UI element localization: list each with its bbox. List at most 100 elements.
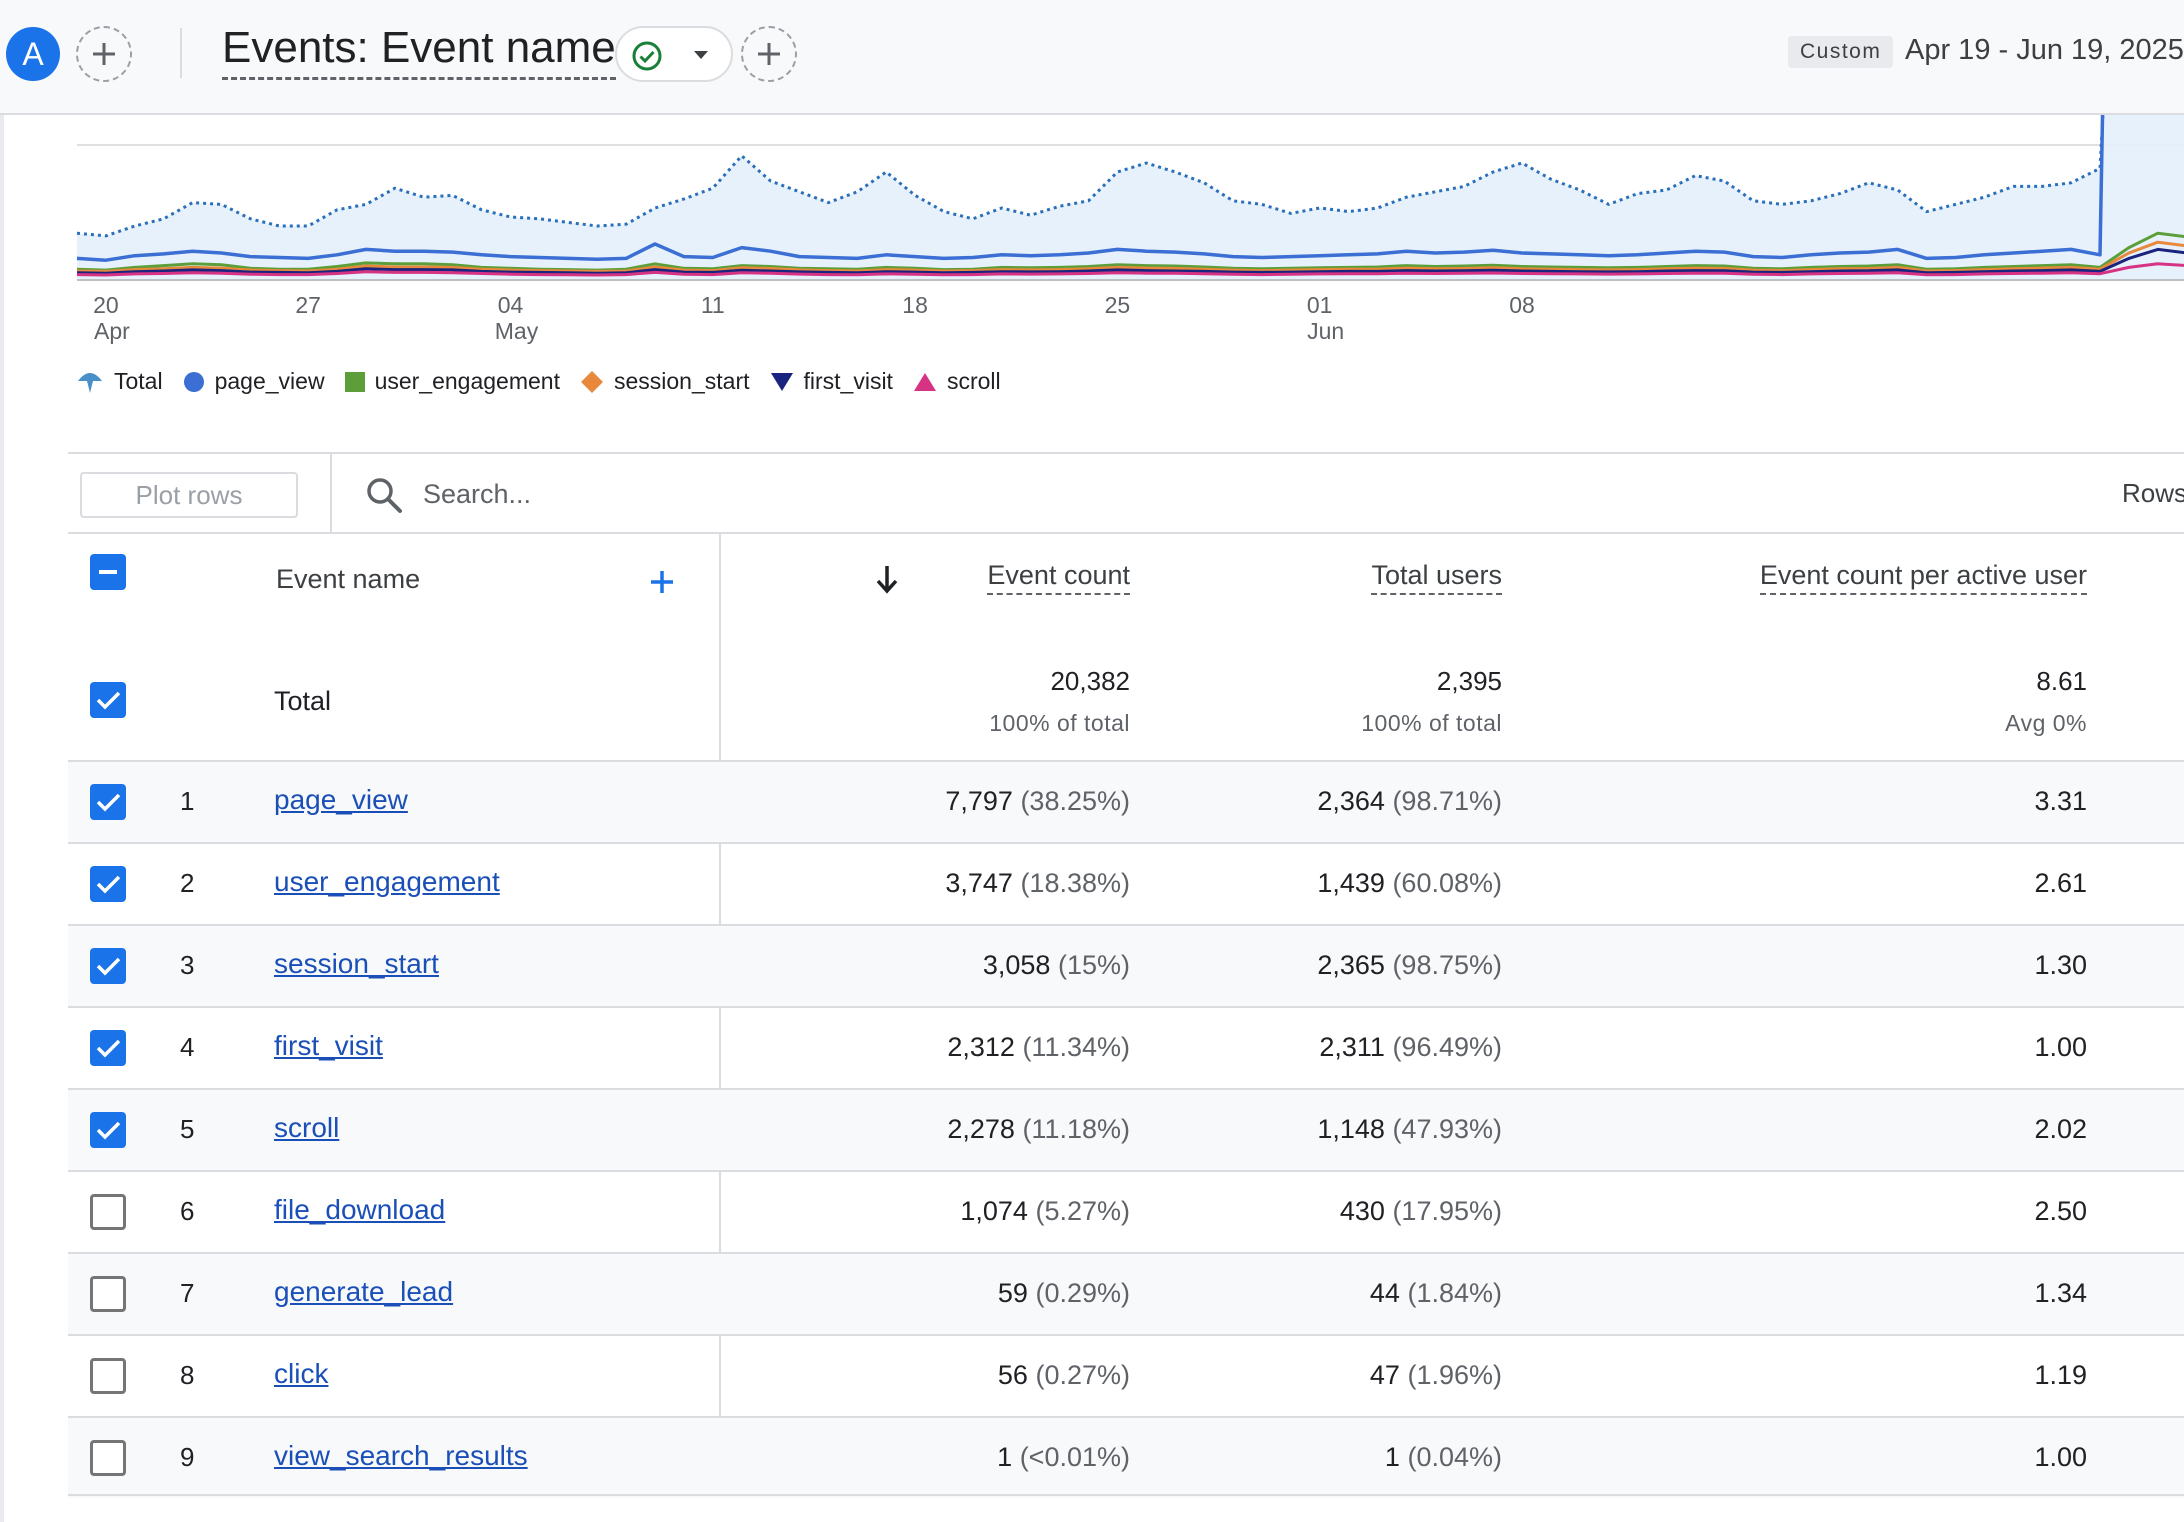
total-users-percent: (60.08%): [1392, 868, 1502, 898]
event-count-cell: 56 (0.27%): [998, 1360, 1130, 1391]
legend-item-user-engagement[interactable]: user_engagement: [344, 368, 560, 395]
date-preset-chip[interactable]: Custom: [1788, 36, 1894, 68]
total-users-value: 2,365: [1317, 950, 1385, 980]
add-comparison-button[interactable]: [76, 26, 132, 82]
total-users-share: 100% of total: [1361, 710, 1502, 736]
row-checkbox[interactable]: [90, 1112, 126, 1148]
column-header-event-count-per-user[interactable]: Event count per active user: [1759, 560, 2087, 595]
table-row[interactable]: 9 view_search_results 1 (<0.01%) 1 (0.04…: [68, 1416, 2184, 1498]
total-event-count: 20,382: [1050, 666, 1130, 696]
event-name-link[interactable]: scroll: [274, 1112, 340, 1143]
select-all-checkbox[interactable]: [90, 554, 126, 590]
legend-item-scroll[interactable]: scroll: [913, 368, 1001, 395]
event-name-link[interactable]: generate_lead: [274, 1276, 454, 1307]
per-user-cell: 2.50: [2034, 1196, 2087, 1226]
date-range[interactable]: Apr 19 - Jun 19, 2025: [1905, 34, 2184, 66]
column-header-event-name[interactable]: Event name: [276, 564, 421, 594]
table-row[interactable]: 5 scroll 2,278 (11.18%) 1,148 (47.93%) 2…: [68, 1088, 2184, 1170]
row-checkbox[interactable]: [90, 1440, 126, 1476]
event-count-value: 1,074: [960, 1196, 1028, 1226]
event-count-value: 1: [997, 1442, 1013, 1472]
per-user-cell: 3.31: [2034, 786, 2087, 816]
series-line-user-engagement[interactable]: [76, 231, 2184, 272]
row-rank: 2: [180, 868, 195, 898]
report-title[interactable]: Events: Event name: [222, 22, 616, 80]
check-icon: [96, 691, 121, 710]
per-user-cell: 1.34: [2034, 1278, 2087, 1308]
row-checkbox[interactable]: [90, 1276, 126, 1312]
row-checkbox[interactable]: [90, 1358, 126, 1394]
total-users-value: 2,311: [1319, 1032, 1385, 1062]
series-line-scroll[interactable]: [76, 262, 2184, 277]
total-users-cell: 47 (1.96%): [1370, 1360, 1502, 1391]
event-count-value: 2,278: [947, 1114, 1015, 1144]
row-checkbox[interactable]: [90, 866, 126, 902]
event-count-cell: 3,747 (18.38%): [945, 868, 1130, 899]
plus-icon: [93, 43, 115, 65]
legend-item-page-view[interactable]: page_view: [183, 368, 325, 395]
table-row[interactable]: 2 user_engagement 3,747 (18.38%) 1,439 (…: [68, 842, 2184, 924]
event-name-link[interactable]: session_start: [274, 948, 439, 979]
add-dimension-icon[interactable]: [648, 568, 676, 596]
search-input[interactable]: [423, 474, 1323, 514]
per-user-cell: 1.00: [2034, 1032, 2087, 1062]
row-checkbox[interactable]: [90, 948, 126, 984]
event-name-link[interactable]: click: [274, 1358, 329, 1389]
event-count-percent: (<0.01%): [1019, 1442, 1130, 1472]
avatar[interactable]: A: [6, 27, 60, 81]
total-per-user-avg: Avg 0%: [2005, 710, 2087, 736]
event-name-link[interactable]: first_visit: [274, 1030, 383, 1061]
total-users-value: 1: [1384, 1442, 1400, 1472]
event-name-link[interactable]: view_search_results: [274, 1440, 528, 1471]
table-row[interactable]: 6 file_download 1,074 (5.27%) 430 (17.95…: [68, 1170, 2184, 1252]
legend-square-icon: [344, 371, 365, 392]
event-count-value: 7,797: [945, 786, 1013, 816]
row-rank: 8: [180, 1360, 195, 1390]
total-users-percent: (17.95%): [1392, 1196, 1502, 1226]
status-dropdown[interactable]: [615, 26, 733, 82]
x-tick-day: 08: [1509, 292, 1535, 318]
total-users-value: 1,439: [1317, 868, 1385, 898]
table-row[interactable]: 7 generate_lead 59 (0.29%) 44 (1.84%) 1.…: [68, 1252, 2184, 1334]
table-row[interactable]: 3 session_start 3,058 (15%) 2,365 (98.75…: [68, 924, 2184, 1006]
plot-rows-button[interactable]: Plot rows: [80, 472, 298, 518]
legend-item-session-start[interactable]: session_start: [580, 368, 750, 395]
legend-label: user_engagement: [374, 368, 560, 394]
row-checkbox[interactable]: [90, 1194, 126, 1230]
legend-item-first-visit[interactable]: first_visit: [770, 368, 893, 395]
check-circle-icon: [632, 41, 662, 71]
column-header-event-count[interactable]: Event count: [987, 560, 1130, 595]
total-area: [77, 115, 2184, 280]
event-name-link[interactable]: page_view: [274, 784, 408, 815]
column-header-total-users[interactable]: Total users: [1371, 560, 1502, 595]
check-icon: [96, 1039, 121, 1058]
series-line-page-view[interactable]: [76, 115, 2184, 262]
series-line-total[interactable]: [76, 115, 2184, 238]
event-count-percent: (11.34%): [1022, 1032, 1130, 1062]
column-divider: [719, 534, 721, 1497]
event-count-cell: 3,058 (15%): [983, 950, 1130, 981]
series-line-first-visit[interactable]: [76, 247, 2184, 275]
row-checkbox[interactable]: [90, 784, 126, 820]
legend-label: first_visit: [803, 368, 893, 394]
x-tick-month: Apr: [94, 318, 130, 344]
table-row[interactable]: 1 page_view 7,797 (38.25%) 2,364 (98.71%…: [68, 760, 2184, 842]
x-tick-day: 18: [902, 292, 928, 318]
total-checkbox[interactable]: [90, 682, 126, 718]
legend-item-total[interactable]: Total: [76, 368, 163, 395]
row-checkbox[interactable]: [90, 1030, 126, 1066]
table-row[interactable]: 8 click 56 (0.27%) 47 (1.96%) 1.19: [68, 1334, 2184, 1416]
table-row[interactable]: 4 first_visit 2,312 (11.34%) 2,311 (96.4…: [68, 1006, 2184, 1088]
rows-per-page-label[interactable]: Rows: [2122, 478, 2184, 508]
event-count-value: 3,747: [945, 868, 1013, 898]
add-tab-button[interactable]: [741, 26, 797, 82]
x-tick-day: 25: [1105, 292, 1131, 318]
check-icon: [96, 875, 121, 894]
event-name-link[interactable]: user_engagement: [274, 866, 500, 897]
legend-total-icon: [78, 372, 102, 393]
event-name-link[interactable]: file_download: [274, 1194, 446, 1225]
series-line-session-start[interactable]: [76, 240, 2184, 273]
sort-arrow-down-icon[interactable]: [874, 564, 900, 594]
check-icon: [96, 957, 121, 976]
total-users-value: 47: [1369, 1360, 1400, 1390]
